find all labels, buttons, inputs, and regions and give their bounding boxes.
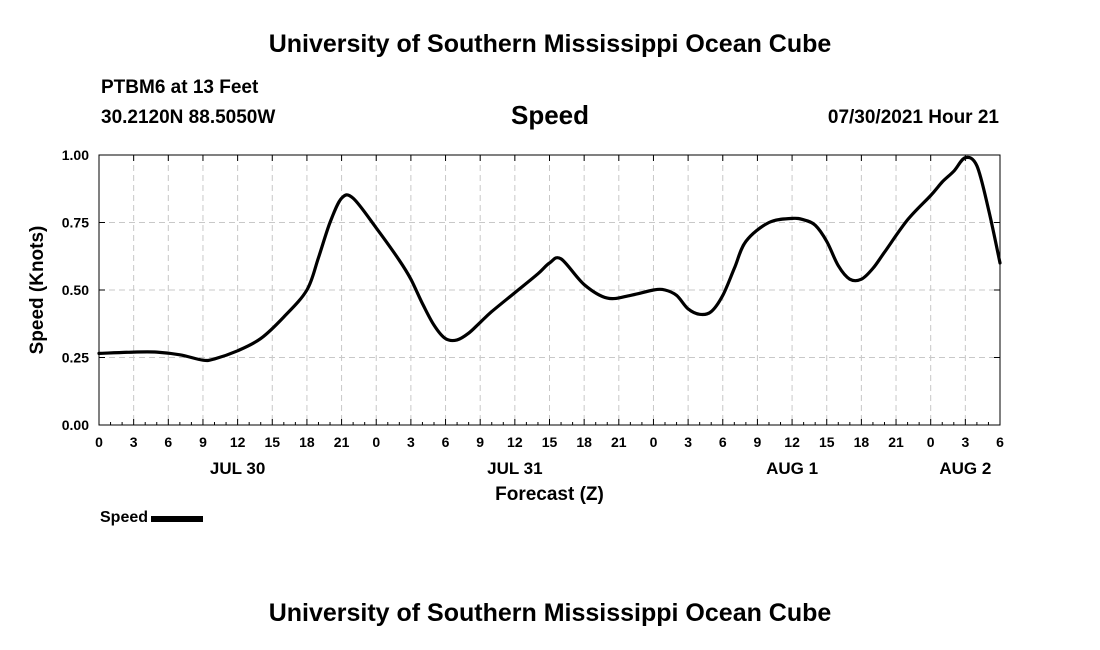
x-tick-label: 3 xyxy=(684,434,692,450)
x-tick-label: 6 xyxy=(164,434,172,450)
legend-label: Speed xyxy=(100,509,149,526)
axis-layer xyxy=(98,154,1001,426)
y-axis-title: Speed (Knots) xyxy=(27,226,48,355)
x-tick-label: 18 xyxy=(576,434,592,450)
legend: Speed xyxy=(100,509,204,527)
x-tick-label: 0 xyxy=(927,434,935,450)
date-label: AUG 2 xyxy=(939,459,991,478)
series-layer xyxy=(97,155,1002,363)
station-label: PTBM6 at 13 Feet xyxy=(101,77,259,98)
label-layer: 0 3 6 9 12 15 18 21 0 3 6 9 12 15 18 21 0 3 6 9 12 15 18 21 0 3 6 0… xyxy=(27,147,1004,505)
x-tick-label: 21 xyxy=(611,434,627,450)
x-tick-label: 21 xyxy=(888,434,904,450)
x-tick-label: 15 xyxy=(542,434,558,450)
x-tick-label: 15 xyxy=(819,434,835,450)
x-tick-label: 3 xyxy=(407,434,415,450)
chart-title-bottom: University of Southern Mississippi Ocean… xyxy=(268,599,832,627)
x-tick-label: 3 xyxy=(961,434,969,450)
chart-title-top: University of Southern Mississippi Ocean… xyxy=(268,30,832,58)
date-label: JUL 31 xyxy=(487,459,542,478)
y-tick-label: 0.75 xyxy=(62,215,89,231)
x-tick-label: 0 xyxy=(650,434,658,450)
y-tick-label: 0.50 xyxy=(62,282,89,298)
x-tick-label: 18 xyxy=(854,434,870,450)
y-tick-label: 0.00 xyxy=(62,417,89,433)
date-label: JUL 30 xyxy=(210,459,265,478)
x-tick-label: 9 xyxy=(199,434,207,450)
x-tick-label: 15 xyxy=(264,434,280,450)
coordinates-label: 30.2120N 88.5050W xyxy=(101,107,276,128)
date-label: AUG 1 xyxy=(766,459,818,478)
series-line-speed xyxy=(97,155,1002,363)
x-tick-label: 12 xyxy=(230,434,246,450)
x-tick-label: 6 xyxy=(719,434,727,450)
x-tick-label: 6 xyxy=(442,434,450,450)
x-tick-label: 12 xyxy=(784,434,800,450)
legend-line-swatch xyxy=(151,516,204,522)
x-tick-label: 3 xyxy=(130,434,138,450)
y-tick-label: 1.00 xyxy=(62,147,89,163)
variable-title: Speed xyxy=(510,100,590,130)
timestamp-label: 07/30/2021 Hour 21 xyxy=(827,107,999,128)
x-tick-label: 9 xyxy=(476,434,484,450)
grid-layer xyxy=(99,155,1000,425)
x-tick-label: 6 xyxy=(996,434,1004,450)
x-tick-label: 21 xyxy=(334,434,350,450)
x-tick-label: 0 xyxy=(372,434,380,450)
x-tick-label: 9 xyxy=(754,434,762,450)
x-tick-label: 18 xyxy=(299,434,315,450)
y-tick-label: 0.25 xyxy=(62,350,89,366)
x-tick-label: 0 xyxy=(95,434,103,450)
x-axis-title: Forecast (Z) xyxy=(495,484,604,505)
x-tick-label: 12 xyxy=(507,434,523,450)
